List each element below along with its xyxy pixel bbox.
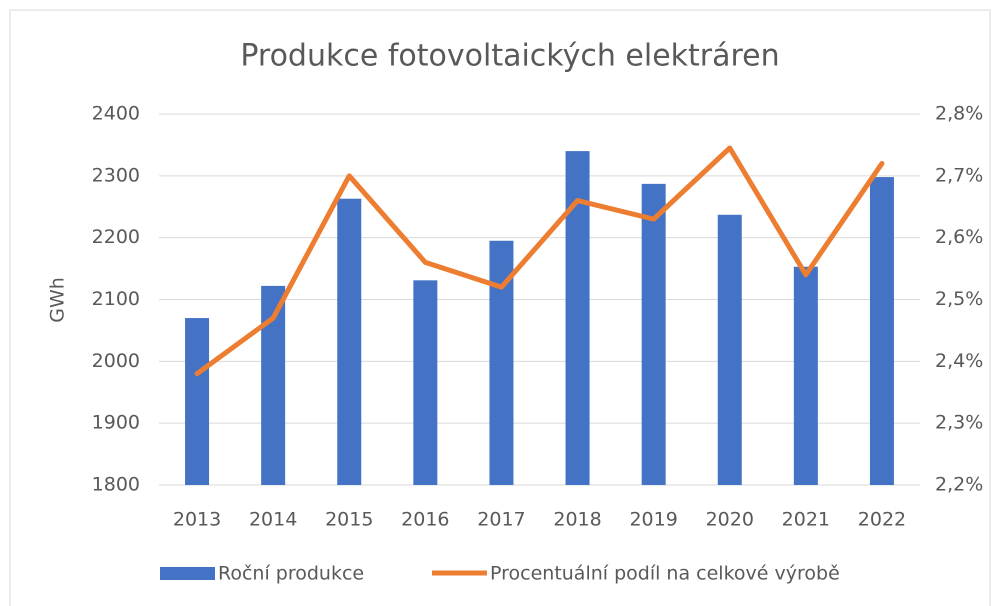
chart-title: Produkce fotovoltaických elektráren bbox=[240, 39, 779, 74]
y-axis-label: GWh bbox=[47, 277, 69, 323]
y2-tick-label: 2,4% bbox=[935, 350, 983, 372]
line bbox=[194, 145, 885, 377]
x-tick-label: 2015 bbox=[325, 509, 373, 531]
bar bbox=[717, 214, 742, 485]
x-tick-label: 2021 bbox=[782, 509, 830, 531]
bar bbox=[337, 198, 362, 485]
y-tick-label: 2300 bbox=[92, 164, 140, 186]
x-tick-label: 2016 bbox=[401, 509, 449, 531]
bar bbox=[185, 318, 210, 485]
legend-label: Roční produkce bbox=[218, 563, 364, 585]
y2-tick-label: 2,2% bbox=[935, 474, 983, 496]
x-tick-label: 2022 bbox=[858, 509, 906, 531]
y2-tick-label: 2,7% bbox=[935, 164, 983, 186]
x-tick-label: 2018 bbox=[553, 509, 601, 531]
legend-swatch bbox=[160, 567, 215, 580]
bar bbox=[793, 266, 818, 485]
bar bbox=[641, 183, 666, 485]
y-tick-label: 1800 bbox=[92, 474, 140, 496]
y-tick-label: 1900 bbox=[92, 412, 140, 434]
x-tick-label: 2014 bbox=[249, 509, 297, 531]
bar bbox=[869, 177, 894, 485]
y2-tick-label: 2,3% bbox=[935, 412, 983, 434]
x-tick-label: 2019 bbox=[629, 509, 677, 531]
y2-tick-label: 2,5% bbox=[935, 288, 983, 310]
y-tick-label: 2100 bbox=[92, 288, 140, 310]
legend-label: Procentuální podíl na celkové výrobě bbox=[490, 563, 840, 585]
x-tick-label: 2013 bbox=[173, 509, 221, 531]
y-tick-label: 2400 bbox=[92, 103, 140, 125]
y2-tick-label: 2,6% bbox=[935, 226, 983, 248]
x-tick-label: 2020 bbox=[706, 509, 754, 531]
y-tick-label: 2200 bbox=[92, 226, 140, 248]
x-tick-label: 2017 bbox=[477, 509, 525, 531]
y-tick-label: 2000 bbox=[92, 350, 140, 372]
bar bbox=[413, 280, 438, 485]
y2-tick-label: 2,8% bbox=[935, 103, 983, 125]
